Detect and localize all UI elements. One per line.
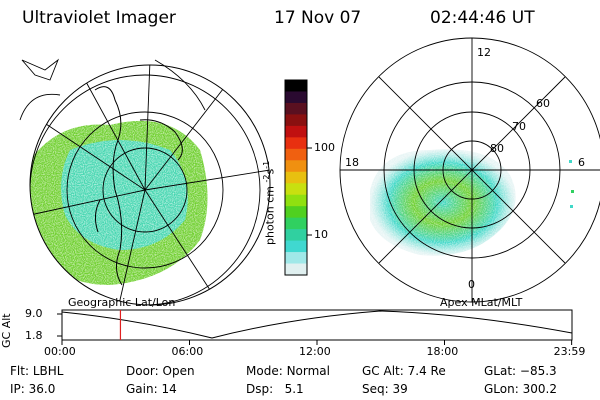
mlt-label-0: 0 (468, 278, 475, 291)
gcalt-field: GC Alt: 7.4 Re (362, 364, 446, 378)
colorbar-stripe (285, 91, 307, 104)
colorbar-stripe (285, 194, 307, 207)
ip-field: IP: 36.0 (10, 382, 56, 396)
door-field: Door: Open (126, 364, 195, 378)
colorbar-stripe (285, 171, 307, 184)
colorbar-stripe (285, 229, 307, 242)
geographic-globe (19, 58, 271, 306)
colorbar-stripe (285, 240, 307, 253)
time-label: 02:44:46 UT (430, 8, 535, 28)
gcalt-axis-label: GC Alt (0, 313, 13, 348)
date-label: 17 Nov 07 (274, 8, 362, 28)
x-tick-label: 12:00 (299, 345, 331, 358)
geographic-label: Geographic Lat/Lon (68, 296, 176, 309)
colorbar-frame (284, 79, 308, 276)
colorbar-stripe (285, 114, 307, 127)
gain-field: Gain: 14 (126, 382, 177, 396)
colorbar-stripe (285, 183, 307, 196)
apex-polar-plot (339, 37, 600, 303)
gcalt-top-label: 9.0 (25, 307, 43, 320)
colorbar-stripe (285, 160, 307, 173)
x-tick-label: 23:59 (553, 345, 586, 358)
colorbar-label-100: 100 (314, 141, 335, 154)
colorbar-stripe (285, 80, 307, 93)
altitude-plot (57, 309, 573, 345)
seq-field: Seq: 39 (362, 382, 408, 396)
colorbar-unit: photon cm -2s-1 (262, 160, 277, 245)
colorbar-stripe (285, 252, 307, 265)
colorbar-stripe (285, 206, 307, 219)
instrument-title: Ultraviolet Imager (22, 8, 176, 28)
gcalt-bottom-label: 1.8 (25, 329, 43, 342)
colorbar-stripe (285, 263, 307, 276)
mlt-label-6: 6 (578, 156, 585, 169)
apex-label: Apex MLat/MLT (440, 296, 523, 309)
colorbar (285, 80, 307, 276)
mlt-label-18: 18 (345, 156, 359, 169)
x-tick-label: 06:00 (171, 345, 204, 358)
glat-field: GLat: −85.3 (484, 364, 557, 378)
mlat-label-60: 60 (536, 97, 550, 110)
flt-field: Flt: LBHL (10, 364, 64, 378)
colorbar-stripe (285, 217, 307, 230)
mlat-label-70: 70 (512, 120, 526, 133)
altitude-curve (61, 310, 573, 339)
x-tick-label: 18:00 (426, 345, 459, 358)
colorbar-label-10: 10 (314, 228, 328, 241)
x-tick-label: 00:00 (44, 345, 76, 358)
colorbar-stripe (285, 148, 307, 161)
mlat-label-80: 80 (490, 142, 504, 155)
mode-field: Mode: Normal (246, 364, 330, 378)
dsp-field: Dsp: 5.1 (246, 382, 304, 396)
colorbar-stripe (285, 102, 307, 116)
colorbar-stripe (285, 137, 307, 150)
colorbar-stripe (285, 125, 307, 138)
mlt-label-12: 12 (477, 46, 491, 59)
glon-field: GLon: 300.2 (484, 382, 557, 396)
